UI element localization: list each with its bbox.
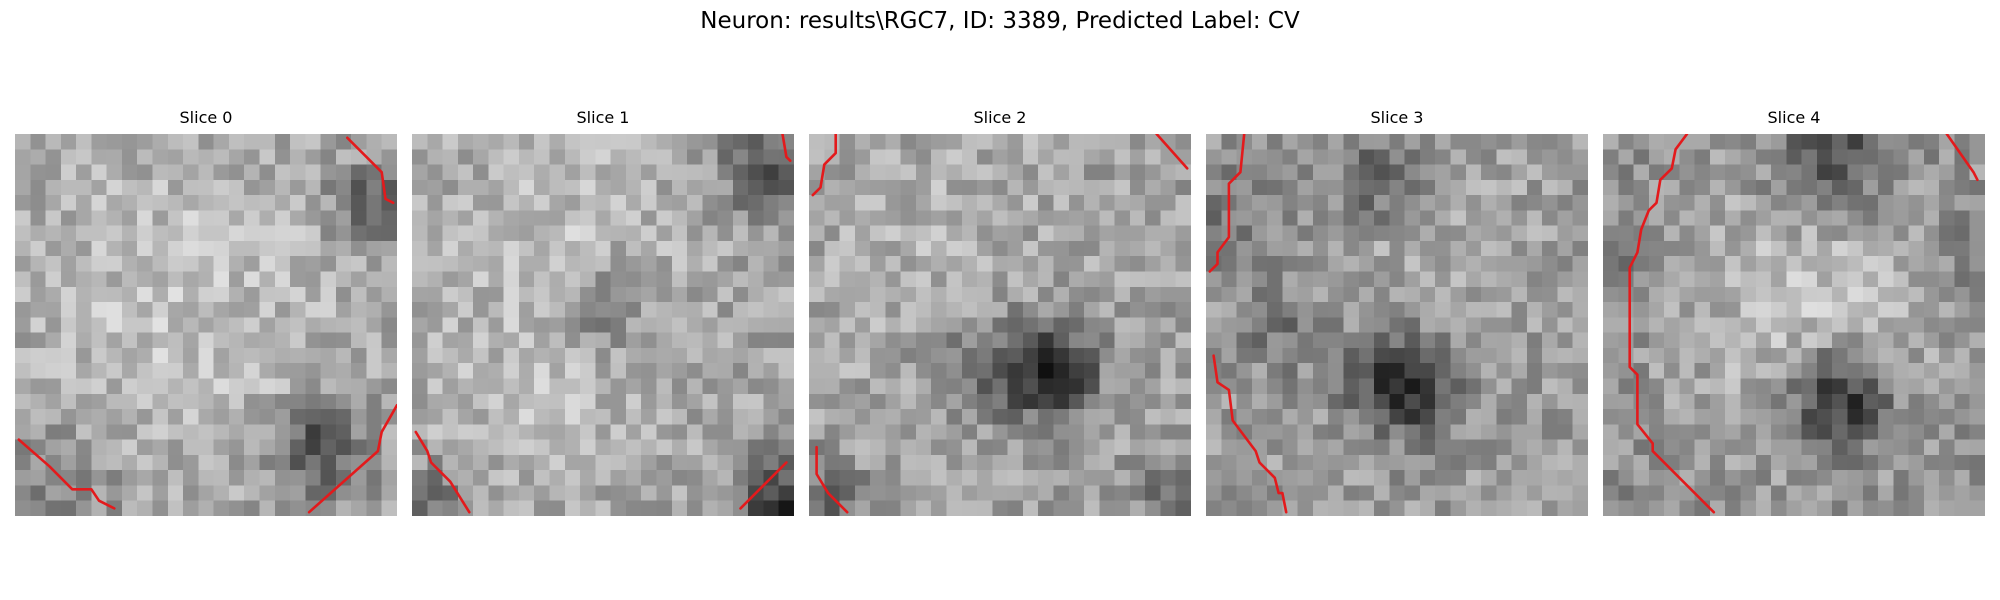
- slice-image: [1603, 134, 1985, 516]
- contour-line: [811, 134, 838, 197]
- contour-line: [345, 136, 395, 205]
- contour-line: [1945, 134, 1979, 182]
- pixel-grid: [1206, 134, 1588, 516]
- slice-title: Slice 1: [576, 108, 630, 127]
- contour-line: [17, 438, 116, 510]
- slice-image: [412, 134, 794, 516]
- contour-line: [781, 134, 792, 163]
- slice-title: Slice 2: [973, 108, 1027, 127]
- contour-line: [307, 403, 397, 514]
- contour-line: [414, 430, 471, 514]
- pixel-grid: [1603, 134, 1985, 516]
- pixel-grid: [809, 134, 1191, 516]
- pixel-grid: [15, 134, 397, 516]
- figure-title: Neuron: results\RGC7, ID: 3389, Predicte…: [700, 8, 1300, 34]
- slice-title: Slice 3: [1370, 108, 1424, 127]
- slice-image: [1206, 134, 1588, 516]
- slice-image: [809, 134, 1191, 516]
- contour-line: [1155, 134, 1189, 170]
- pixel-grid: [412, 134, 794, 516]
- slice-image: [15, 134, 397, 516]
- contour-line: [1212, 354, 1288, 514]
- contour-line: [739, 461, 788, 510]
- contour-line: [815, 445, 849, 514]
- slice-title: Slice 0: [179, 108, 233, 127]
- slice-title: Slice 4: [1767, 108, 1821, 127]
- contour-line: [1628, 134, 1716, 514]
- contour-line: [1208, 134, 1246, 273]
